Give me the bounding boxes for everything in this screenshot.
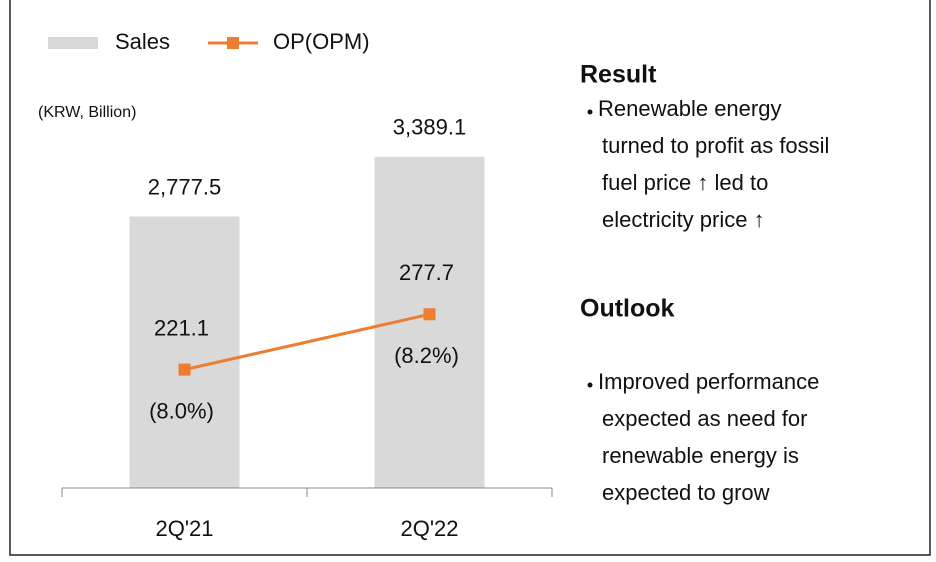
section-heading: Result (580, 61, 657, 89)
unit-label: (KRW, Billion) (38, 104, 136, 121)
legend-marker (227, 37, 239, 49)
bullet-text: electricity price ↑ (602, 207, 765, 232)
bullet (587, 109, 593, 115)
section-heading: Outlook (580, 295, 675, 323)
opm-label: (8.2%) (394, 343, 459, 368)
op-marker (423, 308, 436, 321)
bullet-text: Improved performance (598, 369, 819, 394)
frame (9, 0, 931, 556)
bar (129, 216, 240, 488)
op-value-label: 221.1 (154, 315, 209, 340)
legend-swatch (48, 37, 98, 49)
x-tick-label: 2Q'22 (400, 516, 458, 541)
legend-label: OP(OPM) (273, 29, 370, 54)
bullet-text: expected to grow (602, 480, 770, 505)
bullet-text: turned to profit as fossil (602, 133, 829, 158)
op-marker (178, 363, 191, 376)
bullet-text: fuel price ↑ led to (602, 170, 768, 195)
x-tick-label: 2Q'21 (155, 516, 213, 541)
bar-value-label: 2,777.5 (148, 174, 221, 199)
op-value-label: 277.7 (399, 260, 454, 285)
opm-label: (8.0%) (149, 398, 214, 423)
op-line (184, 312, 430, 372)
bullet-text: renewable energy is (602, 443, 799, 468)
bullet (587, 382, 593, 388)
bullet-text: expected as need for (602, 406, 807, 431)
legend-label: Sales (115, 29, 170, 54)
bullet-text: Renewable energy (598, 96, 781, 121)
bar-value-label: 3,389.1 (393, 115, 466, 140)
